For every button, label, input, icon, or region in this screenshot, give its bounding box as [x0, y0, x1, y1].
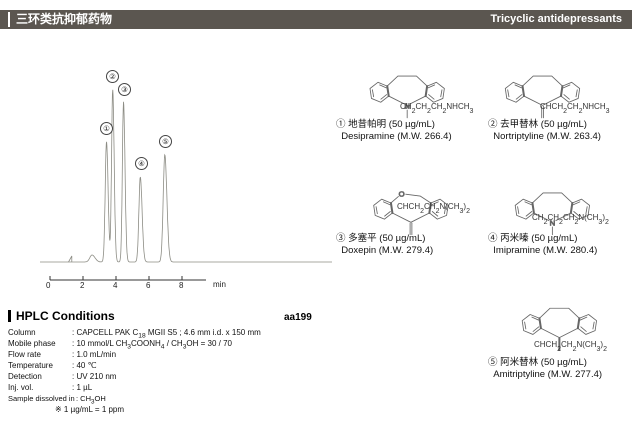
svg-text:O: O [399, 189, 405, 198]
